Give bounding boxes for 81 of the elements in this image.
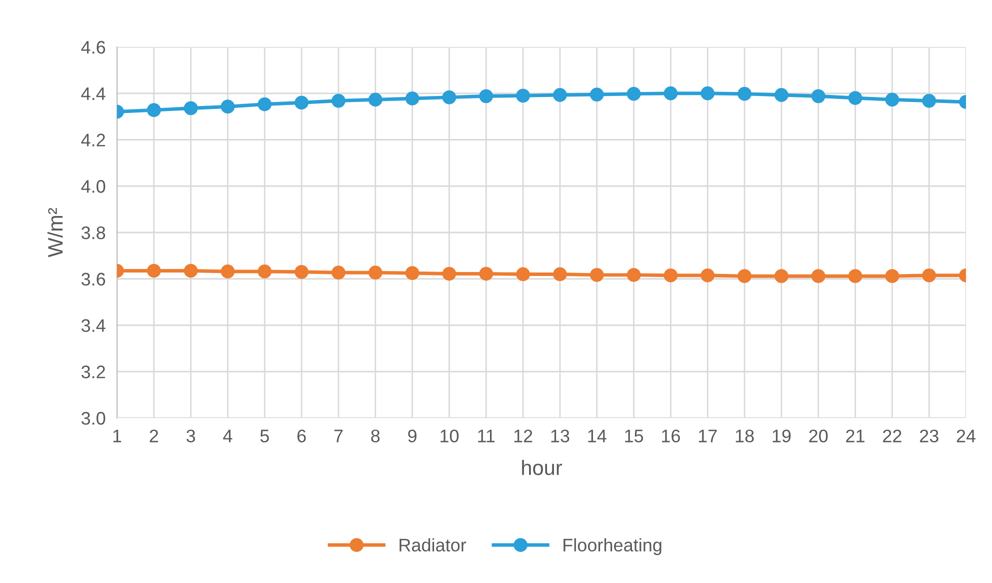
point: [590, 268, 604, 282]
point: [220, 264, 235, 278]
x-tick-label: 20: [809, 430, 828, 442]
x-tick-label: 19: [772, 430, 791, 442]
y-tick-label: 4.2: [81, 134, 105, 146]
point: [442, 90, 456, 104]
y-tick-label: 4.4: [81, 87, 106, 100]
x-tick-label: 9: [408, 430, 416, 442]
point: [479, 266, 494, 281]
legend-label: Radiator: [400, 538, 466, 552]
point: [184, 101, 198, 116]
point: [220, 100, 235, 114]
x-tick-label: 3: [186, 430, 196, 442]
point: [590, 88, 604, 102]
point: [146, 264, 161, 278]
point: [664, 86, 678, 100]
x-tick-label: 11: [478, 430, 495, 442]
x-axis-title: hour: [522, 460, 562, 476]
x-tick-label: 17: [698, 430, 717, 442]
point: [553, 267, 567, 282]
point: [922, 268, 936, 282]
point: [700, 86, 715, 100]
point: [626, 86, 641, 101]
y-tick-label: 3.2: [81, 366, 105, 378]
legend-label: Floorheating: [564, 538, 662, 556]
x-tick-label: 12: [514, 430, 532, 442]
y-tick-label: 4.0: [81, 180, 106, 193]
point: [405, 266, 420, 280]
x-tick-label: 1: [113, 430, 122, 442]
x-tick-label: 10: [440, 430, 459, 442]
point: [774, 269, 788, 284]
point: [368, 266, 382, 280]
point: [738, 269, 752, 284]
point: [516, 88, 530, 103]
y-tick-label: 4.6: [81, 40, 106, 54]
point: [885, 92, 900, 107]
point: [184, 264, 198, 278]
x-tick-label: 21: [846, 430, 864, 442]
y-tick-label: 3.4: [81, 319, 106, 332]
point: [442, 266, 456, 281]
x-tick-label: 7: [334, 430, 343, 442]
point: [848, 269, 862, 284]
point: [479, 89, 494, 104]
y-tick-label: 3.6: [81, 272, 106, 286]
x-tick-label: 5: [260, 430, 269, 442]
point: [405, 92, 420, 106]
point: [774, 88, 788, 102]
point: [553, 88, 567, 102]
x-tick-label: 8: [371, 430, 380, 442]
x-tick-label: 15: [625, 430, 644, 442]
point: [922, 94, 936, 108]
point: [626, 268, 641, 282]
y-tick-label: 3.0: [81, 412, 106, 425]
x-tick-label: 23: [920, 430, 938, 442]
x-tick-label: 13: [551, 430, 570, 442]
x-tick-label: 16: [662, 430, 680, 442]
point: [811, 269, 826, 284]
x-tick-label: 14: [588, 430, 606, 442]
x-tick-label: 6: [297, 430, 306, 442]
point: [258, 97, 272, 112]
point: [700, 268, 715, 282]
point: [258, 264, 272, 278]
y-axis-title: W/m²: [47, 208, 63, 258]
x-tick-label: 24: [956, 430, 976, 442]
x-tick-label: 22: [883, 430, 902, 442]
point: [885, 269, 900, 284]
point: [516, 267, 530, 282]
point: [294, 96, 309, 110]
x-tick-label: 4: [223, 430, 232, 442]
point: [368, 92, 382, 107]
point: [332, 266, 346, 280]
x-tick-label: 18: [736, 430, 754, 442]
point: [664, 268, 678, 282]
point: [294, 264, 309, 279]
x-tick-label: 2: [150, 430, 158, 442]
point: [811, 89, 826, 104]
point: [146, 103, 161, 118]
y-tick-label: 3.8: [81, 226, 106, 240]
point: [332, 94, 346, 108]
point: [738, 86, 752, 101]
point: [848, 91, 862, 105]
